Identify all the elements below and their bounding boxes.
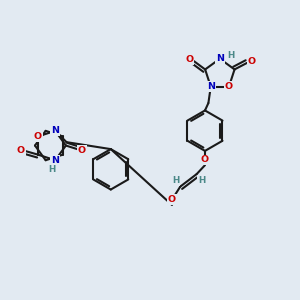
Text: N: N [51, 126, 59, 135]
Text: O: O [168, 195, 176, 204]
Text: H: H [198, 176, 205, 185]
Text: O: O [201, 155, 209, 164]
Text: N: N [216, 54, 224, 63]
Text: O: O [225, 82, 233, 91]
Text: O: O [16, 146, 25, 155]
Text: H: H [227, 51, 235, 60]
Text: N: N [207, 82, 215, 91]
Text: H: H [48, 165, 55, 174]
Text: O: O [78, 146, 86, 155]
Text: O: O [34, 132, 42, 141]
Text: N: N [51, 156, 59, 165]
Text: O: O [185, 55, 193, 64]
Text: H: H [172, 176, 179, 185]
Text: O: O [248, 57, 256, 66]
